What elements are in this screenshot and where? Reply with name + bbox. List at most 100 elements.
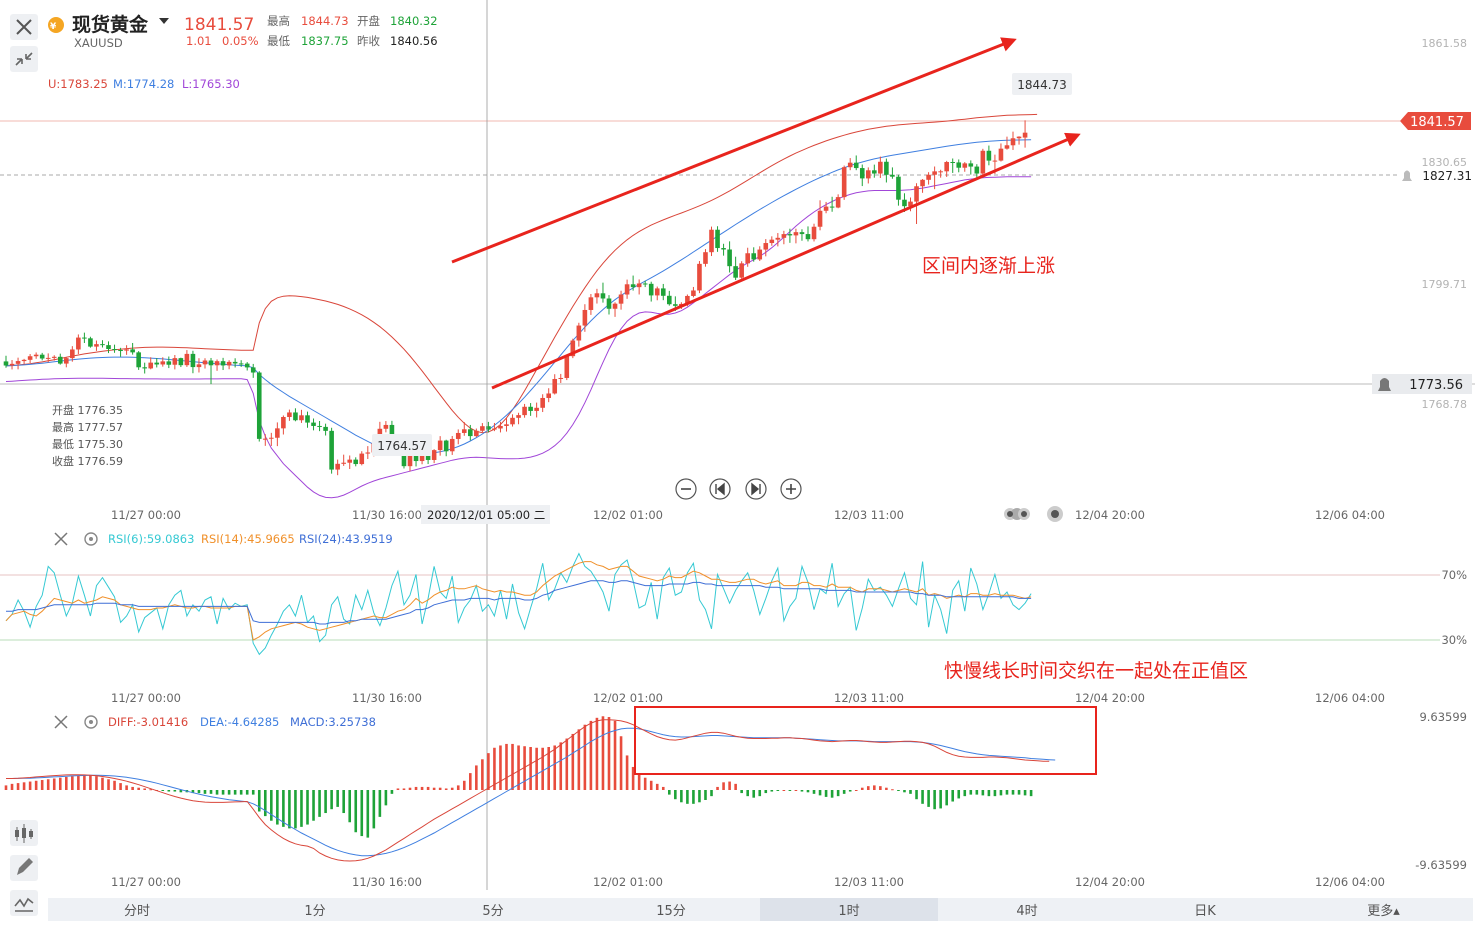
candle-body [124,349,129,351]
scroll-right-button[interactable] [745,478,767,500]
candle [64,357,69,368]
candle [697,261,702,294]
candle-body [45,357,51,359]
min-price-text: 1764.57 [377,439,427,453]
macd-histogram-bar [276,790,279,825]
time-tick: 11/30 16:00 [352,875,422,889]
crosshair-time-label: 2020/12/01 05:00 二 [427,508,545,522]
candle [654,286,660,301]
symbol-dropdown-icon[interactable] [159,18,169,24]
macd-histogram-bar [450,787,454,790]
close-icon[interactable] [54,532,68,546]
candle-body [600,293,606,299]
timeframe-tab[interactable]: 分时 [123,904,150,919]
zoom-in-button[interactable] [780,478,802,500]
chart-controls [675,478,1063,522]
macd-histogram-bar [143,788,146,790]
candle [353,457,359,467]
macd-histogram-bar [915,790,918,800]
timeframe-tab[interactable]: 15分 [656,904,686,919]
candle [106,341,111,354]
close-icon[interactable] [54,715,68,729]
price-panel[interactable]: 1861.58 1830.65 1799.71 1768.78 1841.57 … [0,0,1475,890]
timeframe-tab[interactable]: 1分 [304,904,326,919]
draw-tool-button[interactable] [10,855,38,881]
high-value: 1844.73 [301,14,349,28]
collapse-button[interactable] [10,46,38,72]
macd-histogram-bar [927,790,930,807]
macd-histogram-bar [565,738,569,790]
symbol-name[interactable]: 现货黄金 [72,13,149,36]
alert-tag-2[interactable]: 1773.56 [1372,374,1472,394]
macd-histogram-bar [294,790,297,829]
macd-histogram-bar [981,790,985,796]
candle-body [443,440,449,452]
timeframe-tab[interactable]: 4时 [1016,904,1038,919]
candle-body [775,237,781,240]
macd-histogram-bar [987,790,991,797]
candle [944,160,949,177]
rsi-panel[interactable]: 70% 30% RSI(6):59.0863 RSI(14):45.9665 R… [0,532,1467,682]
candle [492,422,497,432]
macd-histogram-bar [794,790,798,791]
diff-legend: DIFF:-3.01416 [108,715,188,729]
candle-body [902,199,907,207]
candle [359,451,365,466]
candle-body [9,363,15,366]
candle [244,362,250,371]
time-tick: 12/06 04:00 [1315,691,1385,705]
macd-histogram-bar [384,790,388,806]
timeframe-tab[interactable]: 日K [1194,904,1216,919]
candle-body [244,363,250,368]
candle-body [980,150,986,174]
candle-body [256,372,262,439]
close-chart-button[interactable] [10,14,38,40]
settings-icon[interactable] [84,715,98,729]
macd-histogram-bar [306,790,309,825]
candle-body [220,361,226,366]
zoom-out-button[interactable] [675,478,697,500]
chart-type-button[interactable] [10,820,38,846]
candle [21,358,27,365]
indicator-button[interactable] [10,890,38,916]
candle-body [407,454,413,467]
candle-body [190,353,196,368]
candle [648,281,654,302]
alert-tag-1[interactable]: 1827.31 [1400,166,1474,184]
macd-histogram-bar [58,777,62,790]
macd-histogram-bar [469,773,472,790]
candle-body [950,162,956,163]
macd-panel[interactable]: 9.63599 -9.63599 DIFF:-3.01416 DEA:-4.64… [4,706,1467,872]
macd-histogram-bar [692,790,695,804]
candle [76,334,81,355]
timeframe-more[interactable]: 更多▴ [1367,904,1400,919]
timeframe-tab-active[interactable]: 1时 [760,898,938,921]
macd-histogram-bar [945,790,948,806]
macd-histogram-bar [734,783,737,790]
macd-histogram-bar [668,790,671,795]
macd-histogram-bar [788,790,792,791]
event-markers[interactable] [1004,506,1063,522]
left-toolbar [10,820,38,916]
settings-icon[interactable] [84,532,98,546]
candle [498,421,503,433]
scroll-left-button[interactable] [709,478,731,500]
candle-body [630,284,636,288]
macd-histogram-bar [107,779,110,790]
candle-body [697,263,702,291]
macd-histogram-bar [1023,790,1027,796]
annotation-highlight-box [634,706,1097,775]
timeframe-tab[interactable]: 5分 [482,904,504,919]
candle [510,414,515,427]
candle [281,415,286,435]
macd-histogram-bar [957,790,961,799]
candle [739,261,744,279]
ohlc-close: 收盘 1776.59 [52,454,123,468]
candle-body [112,349,117,351]
macd-histogram-bar [722,782,725,790]
time-tick: 12/02 01:00 [593,691,663,705]
candle [275,422,280,447]
macd-histogram-bar [951,790,955,802]
candle [865,167,871,184]
